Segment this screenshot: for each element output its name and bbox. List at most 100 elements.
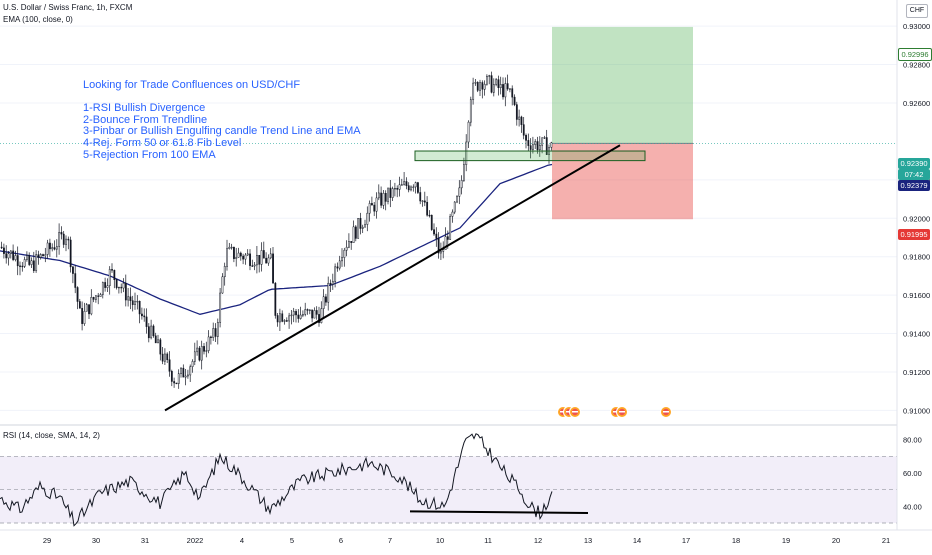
- candle[interactable]: [302, 310, 304, 318]
- candle[interactable]: [221, 273, 224, 294]
- candle[interactable]: [101, 281, 104, 299]
- candle[interactable]: [69, 236, 72, 273]
- candle[interactable]: [290, 310, 293, 325]
- candle[interactable]: [159, 338, 162, 361]
- candle[interactable]: [428, 210, 431, 218]
- candle[interactable]: [134, 292, 136, 310]
- candle[interactable]: [419, 186, 422, 205]
- candle[interactable]: [67, 236, 70, 250]
- candle[interactable]: [32, 251, 35, 273]
- candle[interactable]: [297, 309, 300, 323]
- candle[interactable]: [193, 342, 196, 366]
- candle[interactable]: [350, 241, 353, 250]
- candle[interactable]: [472, 77, 475, 105]
- candle[interactable]: [246, 249, 249, 256]
- candle[interactable]: [143, 308, 146, 322]
- candle[interactable]: [394, 182, 396, 197]
- ema-indicator-label[interactable]: EMA (100, close, 0): [3, 15, 73, 24]
- candle[interactable]: [313, 307, 316, 319]
- candle[interactable]: [414, 181, 417, 194]
- candle[interactable]: [375, 192, 378, 219]
- candle[interactable]: [391, 186, 394, 201]
- candle[interactable]: [380, 186, 383, 209]
- candle[interactable]: [51, 243, 54, 252]
- candle[interactable]: [543, 135, 546, 139]
- candle[interactable]: [207, 330, 210, 354]
- candle[interactable]: [3, 243, 5, 259]
- candle[interactable]: [83, 302, 86, 326]
- candle[interactable]: [127, 288, 130, 307]
- candle[interactable]: [136, 295, 139, 310]
- candle[interactable]: [196, 340, 199, 356]
- candle[interactable]: [417, 181, 419, 195]
- candle[interactable]: [72, 266, 74, 284]
- candle[interactable]: [35, 250, 38, 273]
- candle[interactable]: [269, 248, 272, 260]
- candle[interactable]: [166, 352, 169, 364]
- candle[interactable]: [170, 369, 173, 387]
- candle[interactable]: [343, 247, 346, 267]
- trend-line[interactable]: [164, 144, 621, 412]
- candle[interactable]: [460, 175, 463, 195]
- candle[interactable]: [522, 116, 525, 140]
- candle[interactable]: [467, 120, 470, 148]
- candle[interactable]: [499, 76, 502, 95]
- candle[interactable]: [469, 96, 472, 127]
- candle[interactable]: [357, 218, 360, 239]
- candle[interactable]: [226, 239, 228, 271]
- candle[interactable]: [39, 253, 42, 260]
- candle[interactable]: [315, 306, 318, 320]
- candle[interactable]: [138, 300, 141, 324]
- candle[interactable]: [16, 246, 19, 276]
- candle[interactable]: [279, 308, 281, 332]
- event-flag-icon[interactable]: [616, 406, 628, 418]
- candle[interactable]: [479, 79, 481, 97]
- candle[interactable]: [515, 101, 518, 126]
- candle[interactable]: [120, 283, 123, 294]
- candle[interactable]: [435, 227, 438, 247]
- candle[interactable]: [504, 77, 507, 107]
- candle[interactable]: [338, 255, 341, 271]
- candle[interactable]: [262, 241, 265, 259]
- candles[interactable]: [0, 71, 553, 389]
- candle[interactable]: [145, 308, 148, 334]
- event-flag-icon[interactable]: [660, 406, 672, 418]
- candle[interactable]: [228, 242, 231, 250]
- candle[interactable]: [463, 157, 465, 182]
- candle[interactable]: [212, 322, 215, 341]
- candle[interactable]: [276, 313, 279, 327]
- candle[interactable]: [410, 185, 412, 192]
- candle[interactable]: [407, 182, 410, 193]
- candle[interactable]: [529, 138, 532, 159]
- rsi-line[interactable]: [0, 433, 553, 527]
- candle[interactable]: [28, 252, 31, 267]
- candle[interactable]: [184, 369, 187, 386]
- target-price-badge[interactable]: 0.92996: [898, 48, 932, 61]
- candle[interactable]: [187, 369, 189, 379]
- candle[interactable]: [65, 235, 67, 252]
- candle[interactable]: [341, 248, 343, 267]
- candle[interactable]: [359, 212, 362, 235]
- candle[interactable]: [118, 286, 120, 294]
- candle[interactable]: [237, 247, 240, 258]
- candle[interactable]: [214, 323, 217, 342]
- candle[interactable]: [115, 279, 118, 290]
- resistance-box[interactable]: [414, 150, 646, 162]
- candle[interactable]: [506, 74, 509, 91]
- candle[interactable]: [260, 242, 263, 272]
- candle[interactable]: [42, 253, 44, 257]
- candle[interactable]: [272, 247, 274, 284]
- candle[interactable]: [384, 190, 387, 211]
- candle[interactable]: [161, 346, 164, 365]
- candle[interactable]: [5, 245, 8, 264]
- candle[interactable]: [62, 230, 65, 248]
- candle[interactable]: [440, 242, 442, 260]
- candle[interactable]: [299, 306, 302, 320]
- candle[interactable]: [113, 269, 116, 289]
- candle[interactable]: [0, 241, 3, 249]
- candle[interactable]: [58, 223, 61, 255]
- candle[interactable]: [55, 239, 58, 258]
- candle[interactable]: [387, 187, 389, 205]
- candle[interactable]: [527, 133, 530, 151]
- rsi-indicator-label[interactable]: RSI (14, close, SMA, 14, 2): [3, 431, 100, 440]
